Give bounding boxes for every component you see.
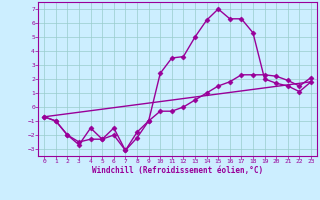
X-axis label: Windchill (Refroidissement éolien,°C): Windchill (Refroidissement éolien,°C) — [92, 166, 263, 175]
